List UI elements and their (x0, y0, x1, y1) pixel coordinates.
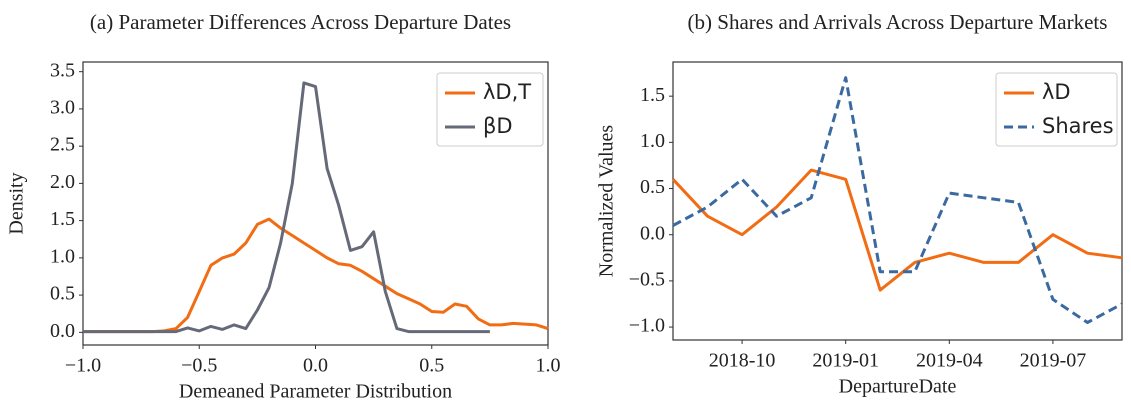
y-tick-label: 2.5 (50, 134, 75, 156)
y-tick-label: 0.5 (640, 176, 665, 198)
x-tick-label: 2019-01 (812, 350, 879, 372)
y-tick-label: −0.5 (629, 268, 665, 290)
x-tick-label: 0.0 (303, 355, 328, 377)
legend-label: λD (1042, 80, 1071, 104)
series-line (83, 217, 549, 334)
y-tick-label: 1.5 (640, 84, 665, 106)
y-tick-label: 1.0 (50, 245, 75, 267)
x-tick-label: −0.5 (181, 355, 217, 377)
chart-title: (a) Parameter Differences Across Departu… (90, 10, 511, 34)
y-tick-label: 1.5 (50, 208, 75, 230)
y-tick-label: 2.0 (50, 171, 75, 193)
y-tick-label: 3.5 (50, 59, 75, 81)
subplot: (b) Shares and Arrivals Across Departure… (596, 10, 1123, 398)
series-line (83, 81, 490, 334)
x-tick-label: 0.5 (419, 355, 444, 377)
y-tick-label: 0.0 (640, 222, 665, 244)
x-tick-label: 2018-10 (709, 350, 776, 372)
x-axis-label: DepartureDate (839, 376, 957, 398)
y-axis-label: Density (6, 172, 28, 234)
y-tick-label: −1.0 (629, 315, 665, 337)
subplot: (a) Parameter Differences Across Departu… (6, 10, 561, 403)
series-line (672, 76, 1123, 324)
series-line (671, 168, 1123, 292)
x-tick-label: 1.0 (536, 355, 561, 377)
chart-title: (b) Shares and Arrivals Across Departure… (688, 10, 1108, 34)
x-axis-label: Demeaned Parameter Distribution (179, 381, 452, 403)
y-tick-label: 0.5 (50, 283, 75, 305)
y-tick-label: 1.0 (640, 130, 665, 152)
legend-label: λD,T (483, 80, 531, 104)
y-tick-label: 0.0 (50, 320, 75, 342)
x-tick-label: 2019-07 (1020, 350, 1087, 372)
plot-frame (672, 61, 1123, 341)
x-tick-label: −1.0 (65, 355, 101, 377)
legend-label: βD (483, 114, 513, 138)
y-axis-label: Normalized Values (596, 125, 618, 278)
y-tick-label: 3.0 (50, 97, 75, 119)
legend-label: Shares (1042, 114, 1114, 138)
x-tick-label: 2019-04 (916, 350, 983, 372)
